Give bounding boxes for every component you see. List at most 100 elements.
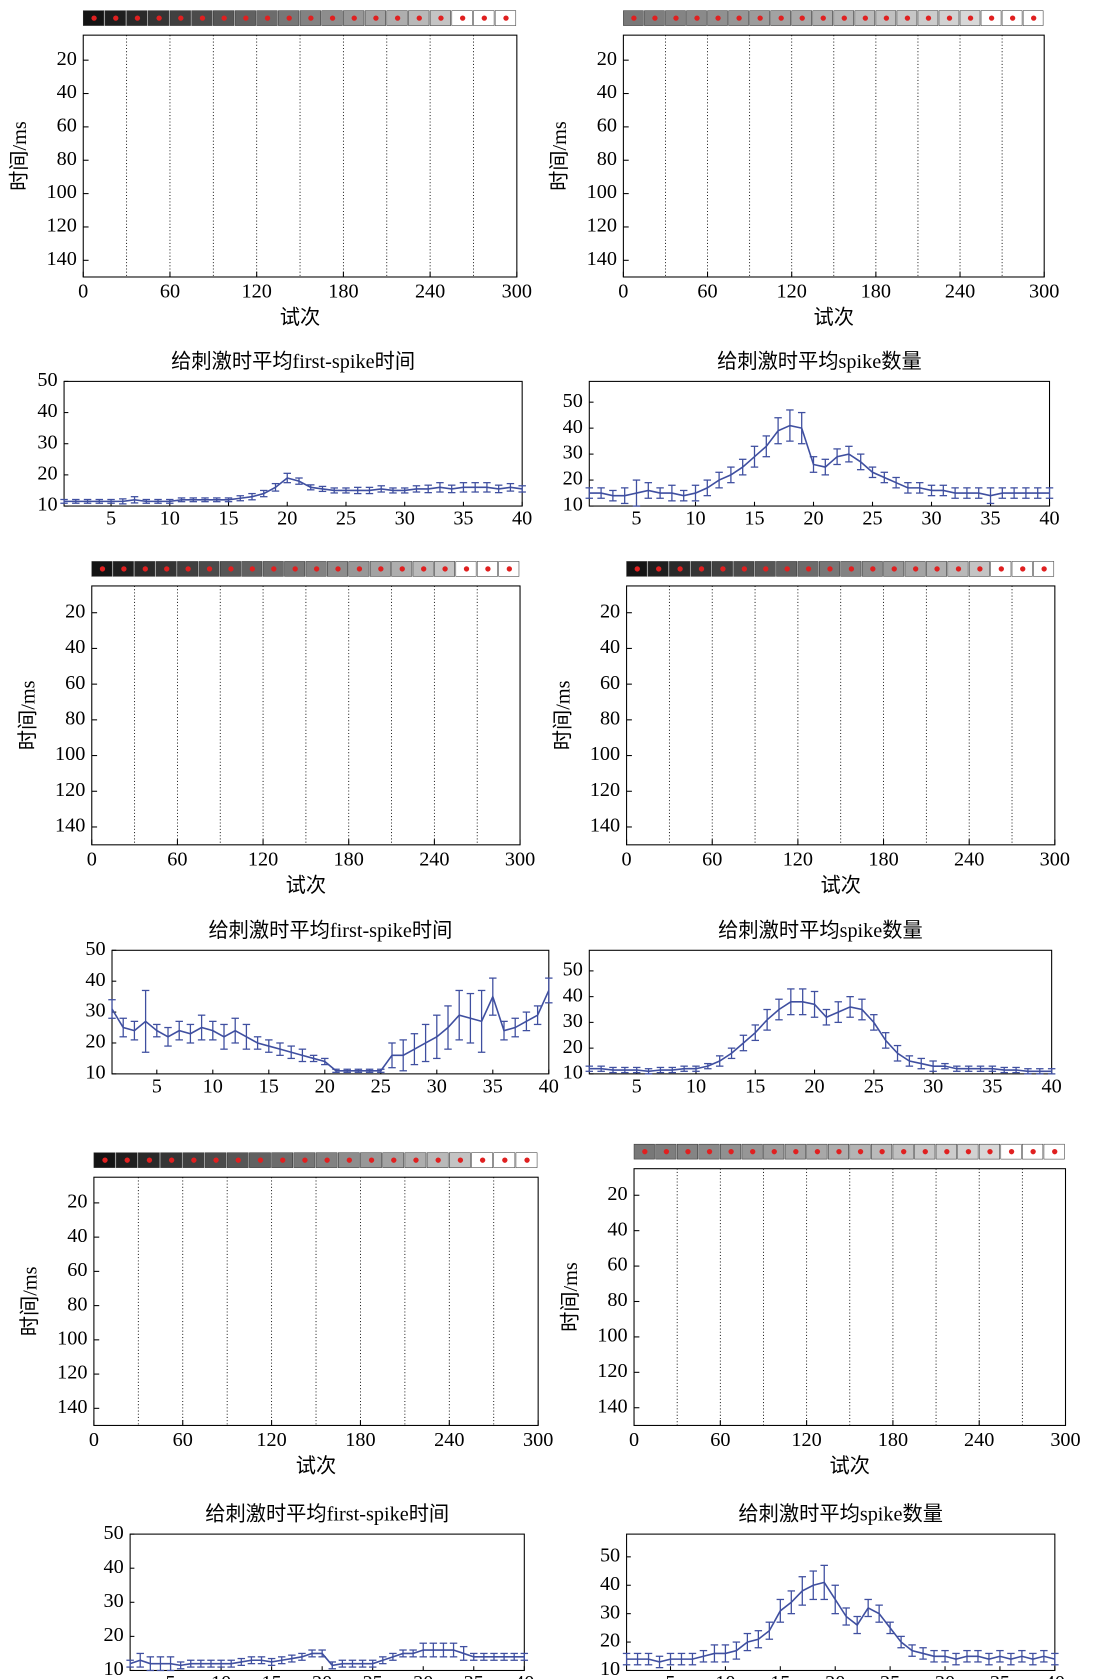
error-bar [288, 1654, 296, 1663]
x-tick-label: 120 [791, 1429, 821, 1451]
error-bar [283, 472, 291, 484]
error-bar [880, 471, 889, 484]
error-bar [739, 1034, 748, 1052]
stimulus-dot [857, 1148, 864, 1155]
error-bar [974, 1649, 982, 1663]
y-tick-label: 60 [57, 115, 77, 137]
error-bar [277, 1656, 286, 1665]
x-tick-label: 120 [783, 848, 813, 870]
stimulus-dot [391, 1157, 397, 1163]
stimulus-dot [243, 15, 249, 21]
error-bar [130, 496, 139, 504]
error-bar [342, 487, 350, 494]
y-tick-label: 100 [57, 1327, 87, 1349]
x-tick-label: 20 [804, 1075, 824, 1097]
y-tick-label: 30 [600, 1601, 620, 1623]
y-tick-label: 40 [67, 1225, 87, 1247]
x-tick-label: 20 [803, 508, 823, 530]
error-bar [389, 487, 397, 494]
stimulus-dot [1041, 566, 1047, 572]
x-tick-label: 35 [464, 1672, 484, 1679]
x-axis-label: 试次 [830, 1455, 870, 1478]
error-bar [809, 1570, 817, 1601]
error-bar [988, 1065, 997, 1072]
error-bar [668, 484, 676, 502]
error-bar [506, 482, 515, 492]
stimulus-dot [904, 15, 911, 21]
error-bar [941, 1649, 949, 1663]
x-tick-label: 40 [539, 1075, 559, 1097]
y-tick-label: 40 [597, 81, 617, 103]
error-bar [248, 492, 256, 501]
x-tick-label: 0 [87, 848, 97, 870]
error-bar [409, 1649, 417, 1658]
y-tick-label: 20 [563, 1036, 583, 1058]
error-bar [831, 1584, 839, 1615]
error-bar [298, 1652, 306, 1661]
error-bar [197, 1014, 206, 1041]
stimulus-dot [799, 15, 805, 21]
stimulus-dot [102, 1157, 108, 1163]
error-bar [253, 1036, 262, 1050]
stimulus-dot [185, 566, 191, 572]
error-bar [419, 1642, 427, 1658]
error-bar [715, 471, 723, 489]
stimulus-dot [879, 1148, 885, 1155]
stimulus-dot [720, 566, 726, 572]
x-tick-label: 120 [256, 1429, 286, 1451]
y-tick-label: 60 [600, 672, 620, 694]
x-tick-label: 60 [710, 1429, 730, 1451]
error-bar [399, 1649, 407, 1658]
error-bar [985, 1652, 993, 1666]
x-tick-label: 0 [622, 848, 632, 870]
error-bar [466, 992, 475, 1044]
error-bar [751, 1024, 759, 1042]
error-bar [412, 485, 421, 493]
y-tick-label: 120 [587, 215, 617, 237]
x-axis-label: 试次 [820, 874, 860, 897]
error-bar [365, 486, 374, 495]
error-bar [677, 1652, 686, 1666]
error-bar [743, 1632, 752, 1652]
error-bar [175, 1020, 183, 1041]
error-bar [732, 1641, 741, 1660]
error-bar [715, 1055, 724, 1067]
y-tick-label: 10 [563, 494, 583, 516]
error-bar [338, 1659, 347, 1668]
error-bar [704, 1062, 712, 1070]
error-bar [1018, 1649, 1026, 1663]
x-axis-label: 试次 [286, 874, 326, 897]
error-bar [915, 482, 924, 494]
y-tick-label: 40 [563, 984, 583, 1006]
x-tick-label: 25 [371, 1075, 391, 1097]
x-axis-label: 试次 [296, 1455, 336, 1478]
stimulus-dot [313, 566, 320, 572]
stimulus-dot [848, 566, 855, 572]
x-tick-label: 10 [715, 1672, 735, 1679]
stimulus-dot [121, 566, 127, 572]
stimulus-dot [416, 15, 422, 21]
error-bar [500, 1652, 508, 1661]
stimulus-dot [814, 1148, 821, 1155]
stimulus-dot [324, 1157, 330, 1163]
error-bar [459, 1645, 468, 1661]
stimulus-dot [459, 15, 466, 21]
stimulus-dot [1031, 15, 1037, 21]
plot-frame [129, 1533, 525, 1672]
error-bar [389, 1652, 397, 1661]
x-tick-label: 30 [427, 1075, 447, 1097]
stimulus-dot [503, 15, 509, 21]
error-bar [927, 484, 936, 497]
error-bar [237, 1657, 246, 1667]
x-tick-label: 10 [686, 1075, 706, 1097]
stimulus-dot [271, 566, 277, 572]
error-bar [986, 487, 995, 505]
x-tick-label: 5 [152, 1075, 162, 1097]
error-bar [964, 1065, 973, 1072]
error-bar [1047, 1068, 1056, 1075]
y-axis-label: 时间/ms [548, 121, 571, 191]
error-bar [377, 485, 385, 493]
error-bar [343, 1068, 351, 1073]
x-tick-label: 60 [173, 1429, 193, 1451]
x-tick-label: 180 [861, 281, 891, 303]
